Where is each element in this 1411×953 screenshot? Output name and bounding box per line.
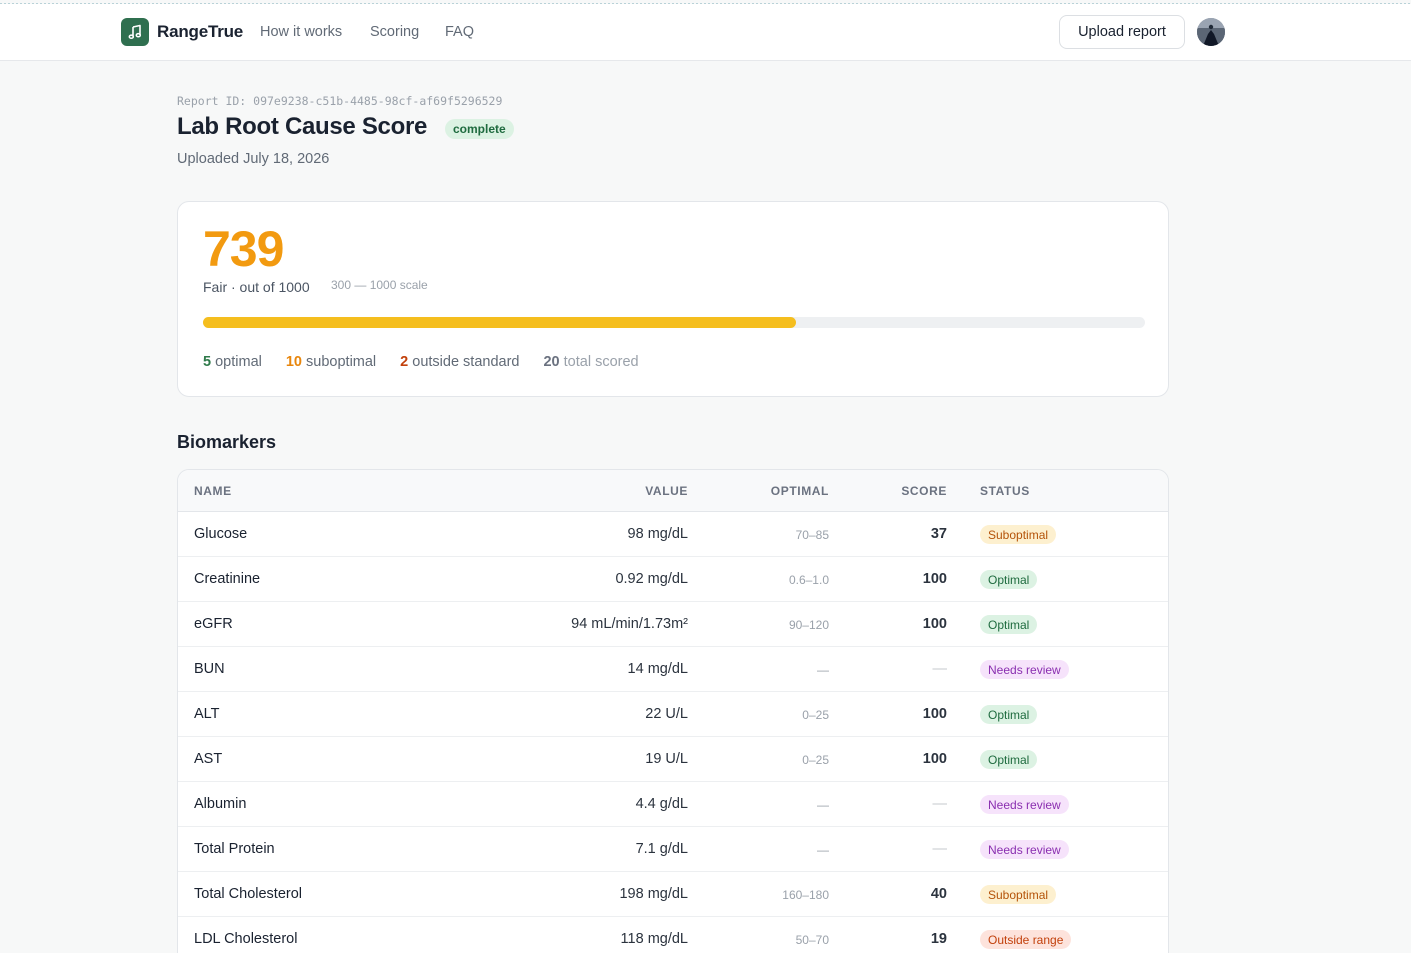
- score-scale: 300 — 1000 scale: [331, 278, 428, 292]
- biomarker-value: 98 mg/dL: [627, 526, 688, 542]
- biomarker-optimal-range: —: [817, 663, 829, 677]
- biomarker-optimal-range: —: [817, 843, 829, 857]
- table-row[interactable]: AST 19 U/L 0–25 100 Optimal: [178, 737, 1168, 782]
- biomarkers-table: NAME VALUE OPTIMAL SCORE STATUS Glucose 9…: [177, 469, 1169, 953]
- column-header-value[interactable]: VALUE: [645, 484, 688, 498]
- biomarker-name: Total Cholesterol: [194, 886, 302, 902]
- biomarker-value: 118 mg/dL: [620, 931, 688, 947]
- score-progress-bar: [203, 317, 1145, 328]
- biomarker-name: BUN: [194, 661, 225, 677]
- top-navbar: RangeTrue How it works Scoring FAQ Uploa…: [0, 4, 1411, 61]
- biomarker-score: —: [932, 661, 948, 677]
- brand-name[interactable]: RangeTrue: [157, 22, 244, 41]
- biomarker-status-badge: Needs review: [980, 840, 1069, 859]
- column-header-name[interactable]: NAME: [194, 484, 232, 498]
- status-badge: complete: [445, 119, 514, 139]
- column-header-score[interactable]: SCORE: [901, 484, 947, 498]
- biomarker-optimal-range: —: [817, 798, 829, 812]
- biomarker-name: Creatinine: [194, 571, 261, 587]
- biomarker-status-badge: Suboptimal: [980, 885, 1057, 904]
- upload-date: Uploaded July 18, 2026: [177, 151, 330, 167]
- biomarker-score: —: [932, 841, 948, 857]
- biomarker-optimal-range: 70–85: [795, 528, 829, 542]
- biomarker-score: 100: [922, 616, 947, 632]
- table-row[interactable]: Total Cholesterol 198 mg/dL 160–180 40 Subop…: [178, 872, 1168, 917]
- biomarker-status-badge: Suboptimal: [980, 525, 1057, 544]
- score-rating: Fair · out of 1000: [203, 279, 310, 295]
- biomarker-name: LDL Cholesterol: [194, 931, 298, 947]
- biomarker-score: 19: [930, 931, 947, 947]
- biomarker-status-badge: Needs review: [980, 795, 1069, 814]
- biomarkers-heading: Biomarkers: [177, 432, 277, 452]
- biomarker-status-badge: Optimal: [980, 615, 1038, 634]
- biomarker-name: eGFR: [194, 616, 233, 632]
- nav-scoring[interactable]: Scoring: [370, 24, 420, 40]
- biomarker-value: 0.92 mg/dL: [615, 571, 688, 587]
- count-total: 20 total scored: [543, 354, 639, 370]
- column-header-optimal[interactable]: OPTIMAL: [770, 484, 829, 498]
- page-title: Lab Root Cause Score: [177, 113, 428, 140]
- biomarker-score: 40: [930, 886, 947, 902]
- score-progress-fill: [203, 317, 797, 328]
- table-row[interactable]: Creatinine 0.92 mg/dL 0.6–1.0 100 Optimal: [178, 557, 1168, 602]
- music-note-icon[interactable]: [121, 18, 149, 46]
- table-row[interactable]: BUN 14 mg/dL — — Needs review: [178, 647, 1168, 692]
- table-row[interactable]: Albumin 4.4 g/dL — — Needs review: [178, 782, 1168, 827]
- biomarker-optimal-range: 0–25: [802, 753, 829, 767]
- biomarker-value: 94 mL/min/1.73m²: [571, 616, 688, 632]
- column-header-status[interactable]: STATUS: [980, 484, 1030, 498]
- biomarker-score: 100: [922, 571, 947, 587]
- biomarker-value: 22 U/L: [645, 706, 688, 722]
- biomarker-optimal-range: 50–70: [795, 933, 829, 947]
- biomarker-value: 7.1 g/dL: [635, 841, 688, 857]
- count-suboptimal: 10 suboptimal: [285, 354, 377, 370]
- score-value: 739: [203, 221, 284, 277]
- biomarker-score: 100: [922, 751, 947, 767]
- biomarker-status-badge: Needs review: [980, 660, 1069, 679]
- biomarker-optimal-range: 0–25: [802, 708, 829, 722]
- nav-faq[interactable]: FAQ: [445, 24, 475, 40]
- count-outside: 2 outside standard: [400, 354, 520, 370]
- biomarker-name: Glucose: [194, 526, 248, 542]
- biomarker-name: Albumin: [194, 796, 247, 812]
- biomarker-optimal-range: 90–120: [788, 618, 829, 632]
- upload-report-button[interactable]: Upload report: [1059, 15, 1185, 49]
- top-accent-line: [0, 3, 1411, 4]
- table-header: NAME VALUE OPTIMAL SCORE STATUS: [178, 470, 1168, 512]
- biomarker-status-badge: Optimal: [980, 705, 1038, 724]
- biomarker-value: 4.4 g/dL: [635, 796, 688, 812]
- biomarker-name: AST: [194, 751, 223, 767]
- table-row[interactable]: Total Protein 7.1 g/dL — — Needs review: [178, 827, 1168, 872]
- report-id: Report ID: 097e9238-c51b-4485-98cf-af69f…: [177, 94, 503, 108]
- biomarker-score: 37: [930, 526, 947, 542]
- biomarker-score: 100: [922, 706, 947, 722]
- biomarker-name: Total Protein: [194, 841, 275, 857]
- biomarker-status-badge: Outside range: [980, 930, 1072, 949]
- biomarker-value: 198 mg/dL: [619, 886, 688, 902]
- table-row[interactable]: ALT 22 U/L 0–25 100 Optimal: [178, 692, 1168, 737]
- biomarker-optimal-range: 160–180: [782, 888, 829, 902]
- table-row[interactable]: Glucose 98 mg/dL 70–85 37 Suboptimal: [178, 512, 1168, 557]
- biomarker-status-badge: Optimal: [980, 750, 1038, 769]
- table-row[interactable]: eGFR 94 mL/min/1.73m² 90–120 100 Optimal: [178, 602, 1168, 647]
- avatar[interactable]: [1197, 18, 1225, 46]
- biomarker-score: —: [932, 796, 948, 812]
- score-counts: 5 optimal 10 suboptimal 2 outside standa…: [203, 354, 663, 370]
- biomarker-optimal-range: 0.6–1.0: [788, 573, 829, 587]
- biomarker-name: ALT: [194, 706, 220, 722]
- biomarker-value: 14 mg/dL: [627, 661, 688, 677]
- biomarker-status-badge: Optimal: [980, 570, 1038, 589]
- score-card: 739 Fair · out of 1000 300 — 1000 scale …: [177, 201, 1169, 397]
- table-row[interactable]: LDL Cholesterol 118 mg/dL 50–70 19 Outside r…: [178, 917, 1168, 953]
- nav-how-it-works[interactable]: How it works: [260, 24, 343, 40]
- biomarker-value: 19 U/L: [645, 751, 688, 767]
- count-optimal: 5 optimal: [203, 354, 262, 370]
